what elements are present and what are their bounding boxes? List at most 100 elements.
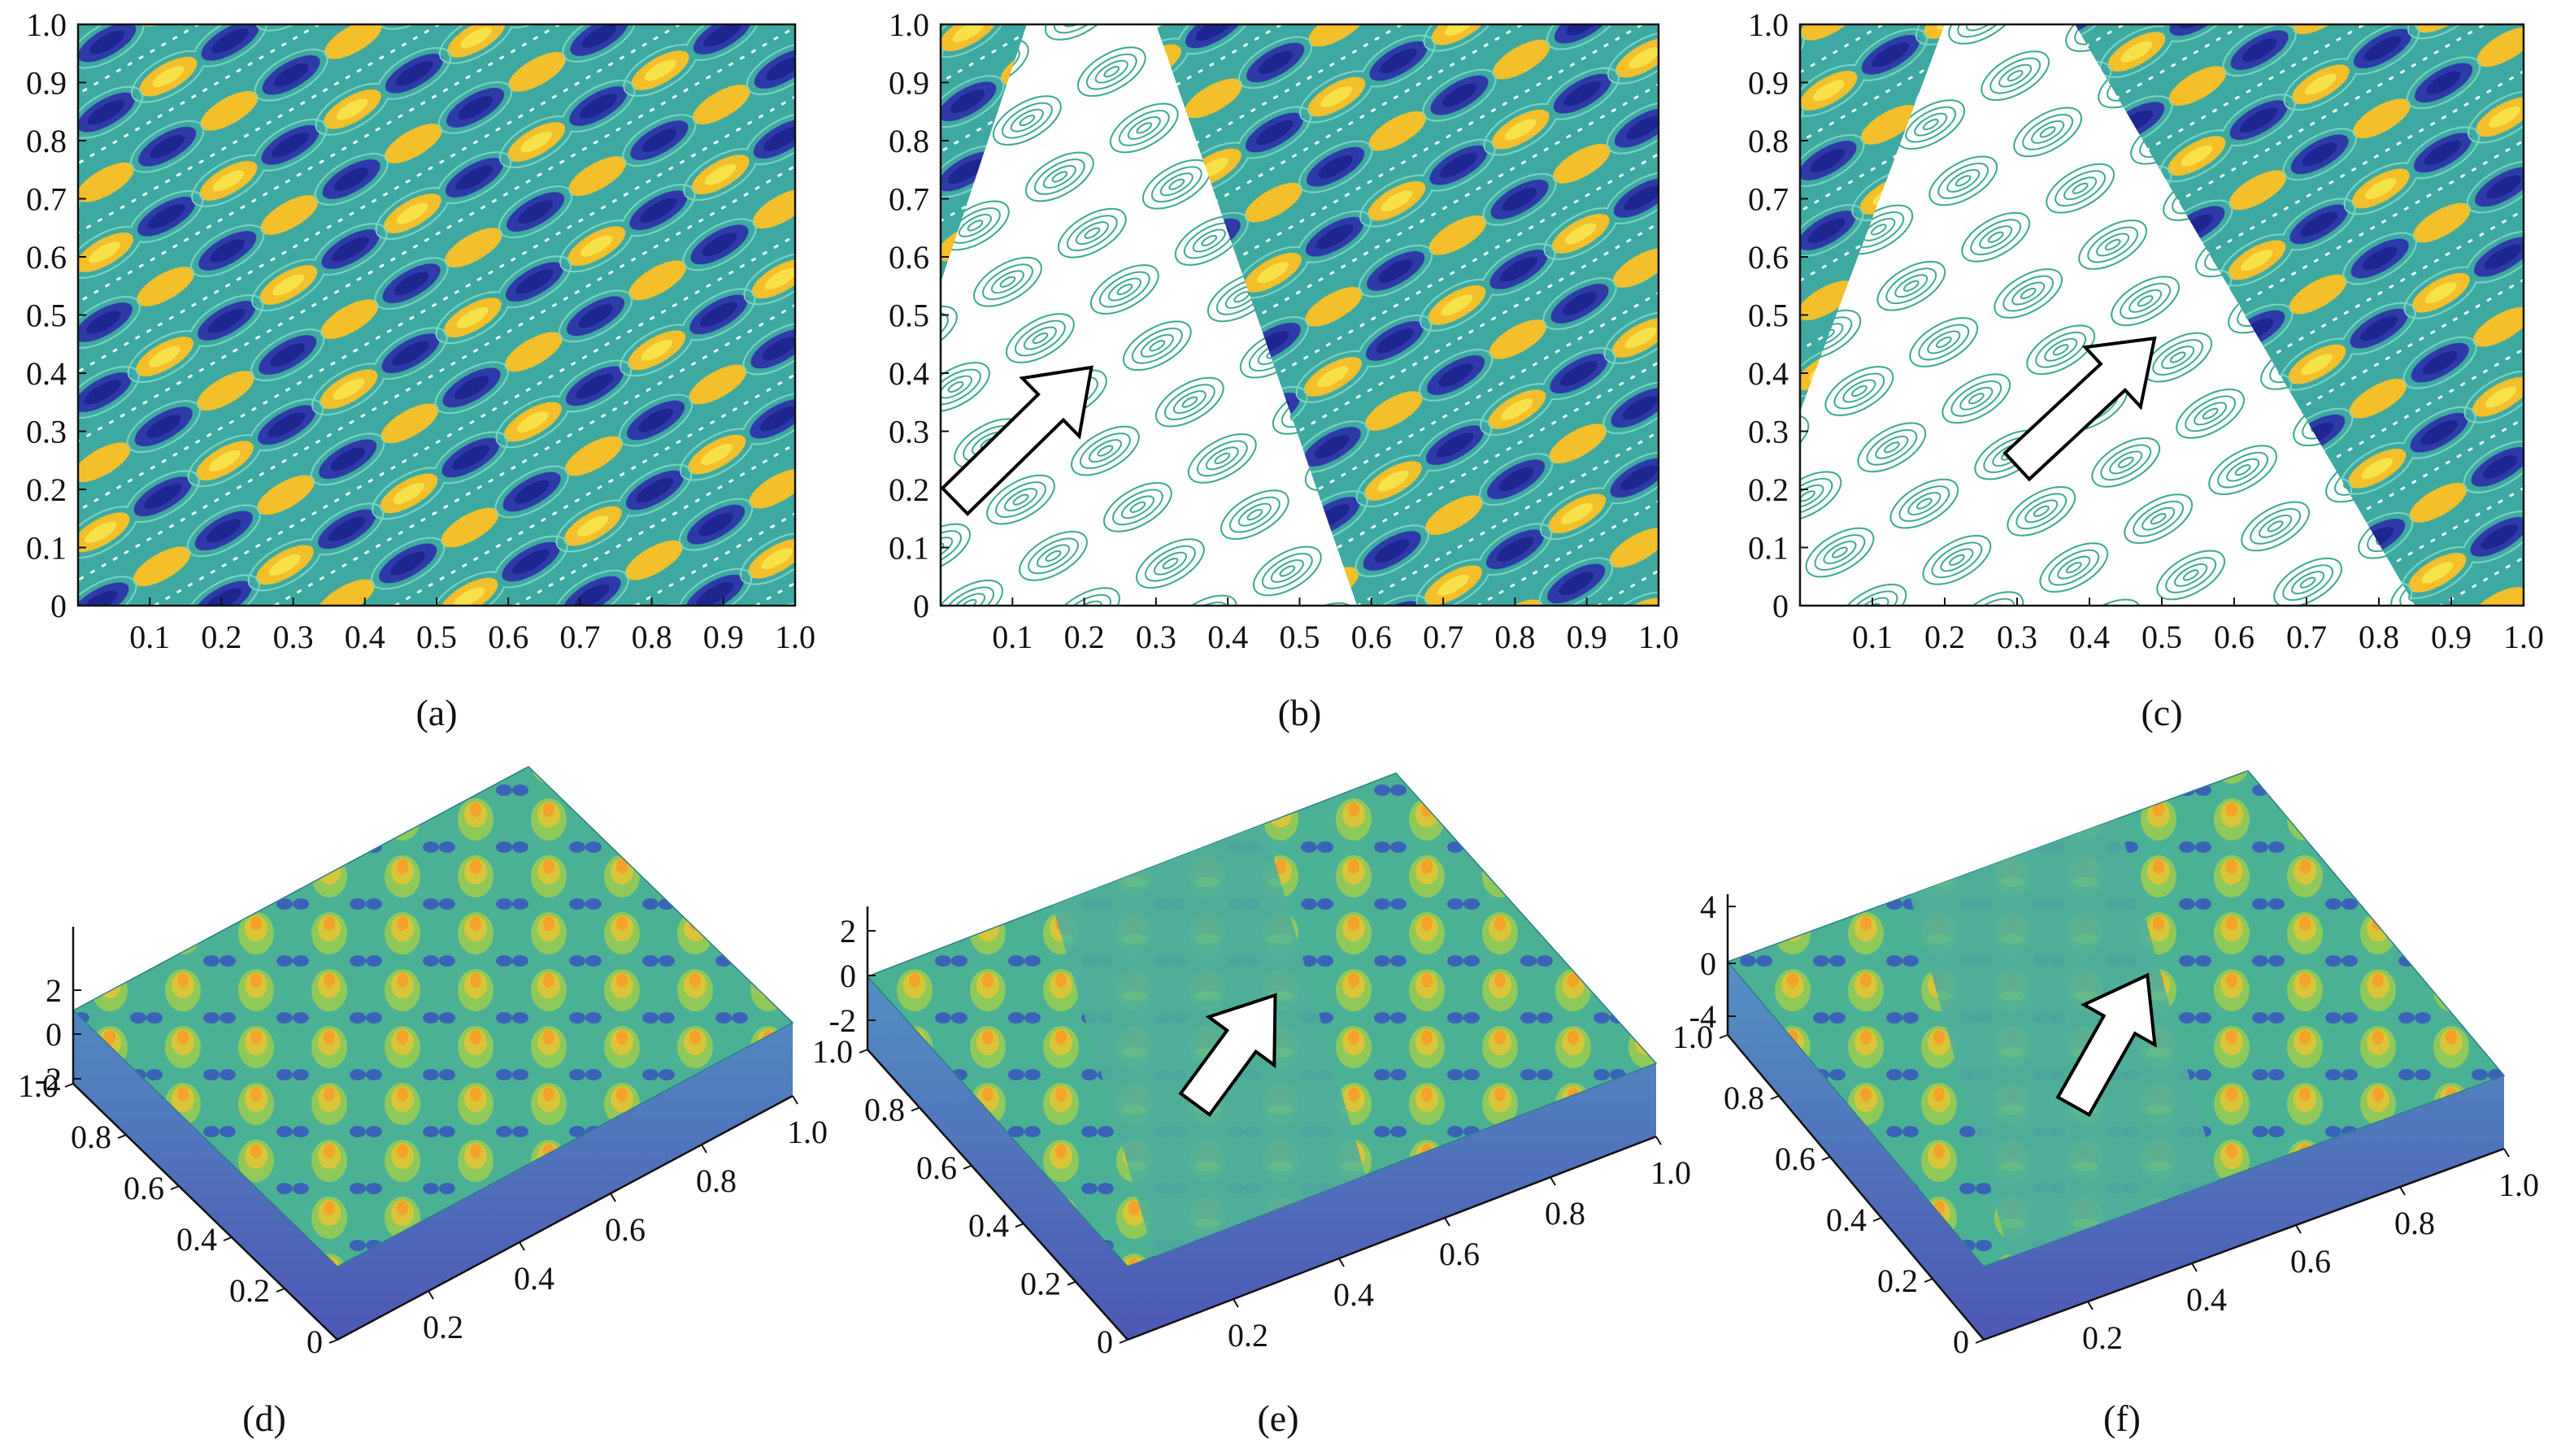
y-tick-label: 0.7	[889, 181, 929, 218]
oscillating-field	[78, 24, 795, 606]
arrow-annotation	[2002, 336, 2157, 482]
y-tick-label: 0.4	[968, 1207, 1009, 1244]
y-tick-mark	[170, 1185, 180, 1190]
x-tick-mark	[1655, 1136, 1662, 1145]
z-tick-label: -2	[829, 1002, 856, 1039]
x-tick-label: 0.4	[2069, 619, 2110, 655]
x-tick-mark	[2503, 1148, 2510, 1158]
x-tick-mark	[2295, 1224, 2302, 1234]
y-axis-line	[72, 1083, 338, 1341]
y-tick-label: 0.1	[26, 530, 67, 567]
y-tick-label: 0.4	[26, 355, 67, 392]
y-tick-label: 1.0	[26, 7, 67, 43]
z-tick-label: 2	[46, 972, 62, 1009]
surface-panel-3: 0.2 0.4 0.6 0.8 1.0 1.0 0.8 0.6 0.4 0.2 0 4 0 -4 (f)	[1672, 770, 2539, 1439]
panel-label: (c)	[2141, 692, 2182, 733]
x-tick-label: 1.0	[1638, 619, 1679, 655]
z-tick-label: 0	[840, 958, 856, 994]
x-tick-label: 0.2	[2082, 1319, 2123, 1356]
y-tick-mark	[1872, 1217, 1882, 1222]
x-tick-label: 0.5	[416, 619, 457, 655]
smooth-region	[941, 24, 1358, 606]
x-tick-label: 0.6	[1439, 1236, 1480, 1272]
x-tick-label: 0.4	[345, 619, 385, 655]
x-tick-label: 0.4	[1207, 619, 1248, 655]
y-tick-label: 1.0	[889, 7, 929, 43]
panel-label: (f)	[2103, 1397, 2141, 1439]
x-tick-mark	[1444, 1217, 1450, 1227]
y-tick-label: 0	[1953, 1323, 1969, 1360]
y-tick-label: 0.7	[26, 181, 67, 218]
y-tick-mark	[1821, 1156, 1831, 1161]
y-tick-label: 0.2	[229, 1272, 270, 1309]
x-tick-label: 0.9	[703, 619, 744, 655]
contour-panel-2: 0.1 0.2 0.3 0.4 0.5 0.6 0.7 0.8 0.9 1.0 0 0.1 0.2 0.3…	[889, 7, 1679, 733]
y-tick-label: 0.6	[1748, 239, 1789, 276]
x-tick-label: 1.0	[2503, 619, 2544, 655]
y-tick-label: 1.0	[812, 1033, 853, 1070]
y-tick-label: 0.4	[1826, 1202, 1867, 1238]
y-tick-label: 0.5	[26, 298, 67, 334]
y-tick-label: 1.0	[1672, 1019, 1713, 1055]
y-tick-label: 0.2	[1877, 1263, 1918, 1299]
x-tick-label: 0.7	[559, 619, 600, 655]
y-axis-line	[867, 1049, 1128, 1341]
arrow-annotation	[940, 365, 1094, 516]
arrow-annotation	[2055, 972, 2157, 1117]
surface-top	[72, 766, 794, 1267]
y-tick-label: 0.6	[26, 239, 67, 276]
x-tick-label: 0.8	[2359, 619, 2399, 655]
x-tick-label: 0.2	[1924, 619, 1965, 655]
x-tick-mark	[519, 1241, 525, 1251]
x-tick-label: 1.0	[775, 619, 815, 655]
panel-label: (e)	[1257, 1397, 1298, 1439]
x-tick-mark	[1550, 1176, 1556, 1186]
y-tick-mark	[1015, 1223, 1024, 1228]
panel-label: (b)	[1278, 692, 1322, 733]
y-tick-label: 0	[1097, 1323, 1113, 1360]
y-tick-label: 0.6	[889, 239, 929, 276]
y-tick-mark	[1975, 1339, 1985, 1344]
x-tick-label: 0.8	[2394, 1205, 2435, 1241]
y-tick-label: 1.0	[1748, 7, 1789, 43]
y-tick-mark	[911, 1106, 920, 1112]
surface-panel-1: 0.2 0.4 0.6 0.8 1.0 1.0 0.8 0.6 0.4 0.2 0 2 0 -2 (d)	[18, 766, 828, 1439]
smooth-band	[1910, 818, 2218, 1258]
x-tick-label: 0.1	[1852, 619, 1893, 655]
y-tick-label: 0.2	[889, 472, 929, 508]
y-tick-label: 0.1	[1748, 530, 1789, 567]
x-tick-mark	[1338, 1258, 1345, 1267]
x-tick-mark	[2087, 1301, 2094, 1310]
x-tick-label: 0.8	[632, 619, 672, 655]
x-tick-mark	[1233, 1298, 1239, 1308]
x-tick-label: 0.3	[273, 619, 314, 655]
x-tick-label: 0.5	[1280, 619, 1320, 655]
x-tick-mark	[792, 1095, 798, 1105]
y-tick-label: 0.5	[889, 298, 929, 334]
x-axis-line	[1127, 1135, 1657, 1341]
y-tick-label: 0.4	[889, 355, 929, 392]
x-tick-label: 0.6	[2290, 1243, 2331, 1280]
panel-label: (d)	[242, 1397, 286, 1439]
x-tick-label: 0.1	[992, 619, 1033, 655]
z-tick-label: 0	[46, 1016, 62, 1053]
x-tick-label: 1.0	[1650, 1154, 1691, 1191]
y-tick-label: 0.9	[889, 65, 929, 102]
y-tick-label: 0.9	[1748, 65, 1789, 102]
y-tick-label: 0	[1772, 588, 1789, 624]
y-tick-mark	[117, 1134, 127, 1139]
x-tick-label: 0.3	[1136, 619, 1176, 655]
surface-panel-2: 0.2 0.4 0.6 0.8 1.0 1.0 0.8 0.6 0.4 0.2 0 2 0 -2 (e)	[812, 772, 1691, 1439]
y-tick-label: 0.8	[71, 1119, 111, 1155]
y-tick-mark	[859, 1049, 868, 1054]
y-tick-mark	[1719, 1034, 1728, 1039]
y-tick-label: 0.2	[1748, 472, 1789, 508]
y-tick-label: 0.4	[176, 1221, 217, 1258]
y-tick-mark	[1067, 1280, 1076, 1286]
x-tick-mark	[2399, 1186, 2406, 1196]
contour-panel-3: 0.1 0.2 0.3 0.4 0.5 0.6 0.7 0.8 0.9 1.0 0 0.1 0.2 0.3…	[1748, 7, 2544, 733]
y-tick-mark	[276, 1288, 285, 1293]
y-tick-label: 0.1	[889, 530, 929, 567]
y-tick-label: 0.3	[1748, 414, 1789, 450]
